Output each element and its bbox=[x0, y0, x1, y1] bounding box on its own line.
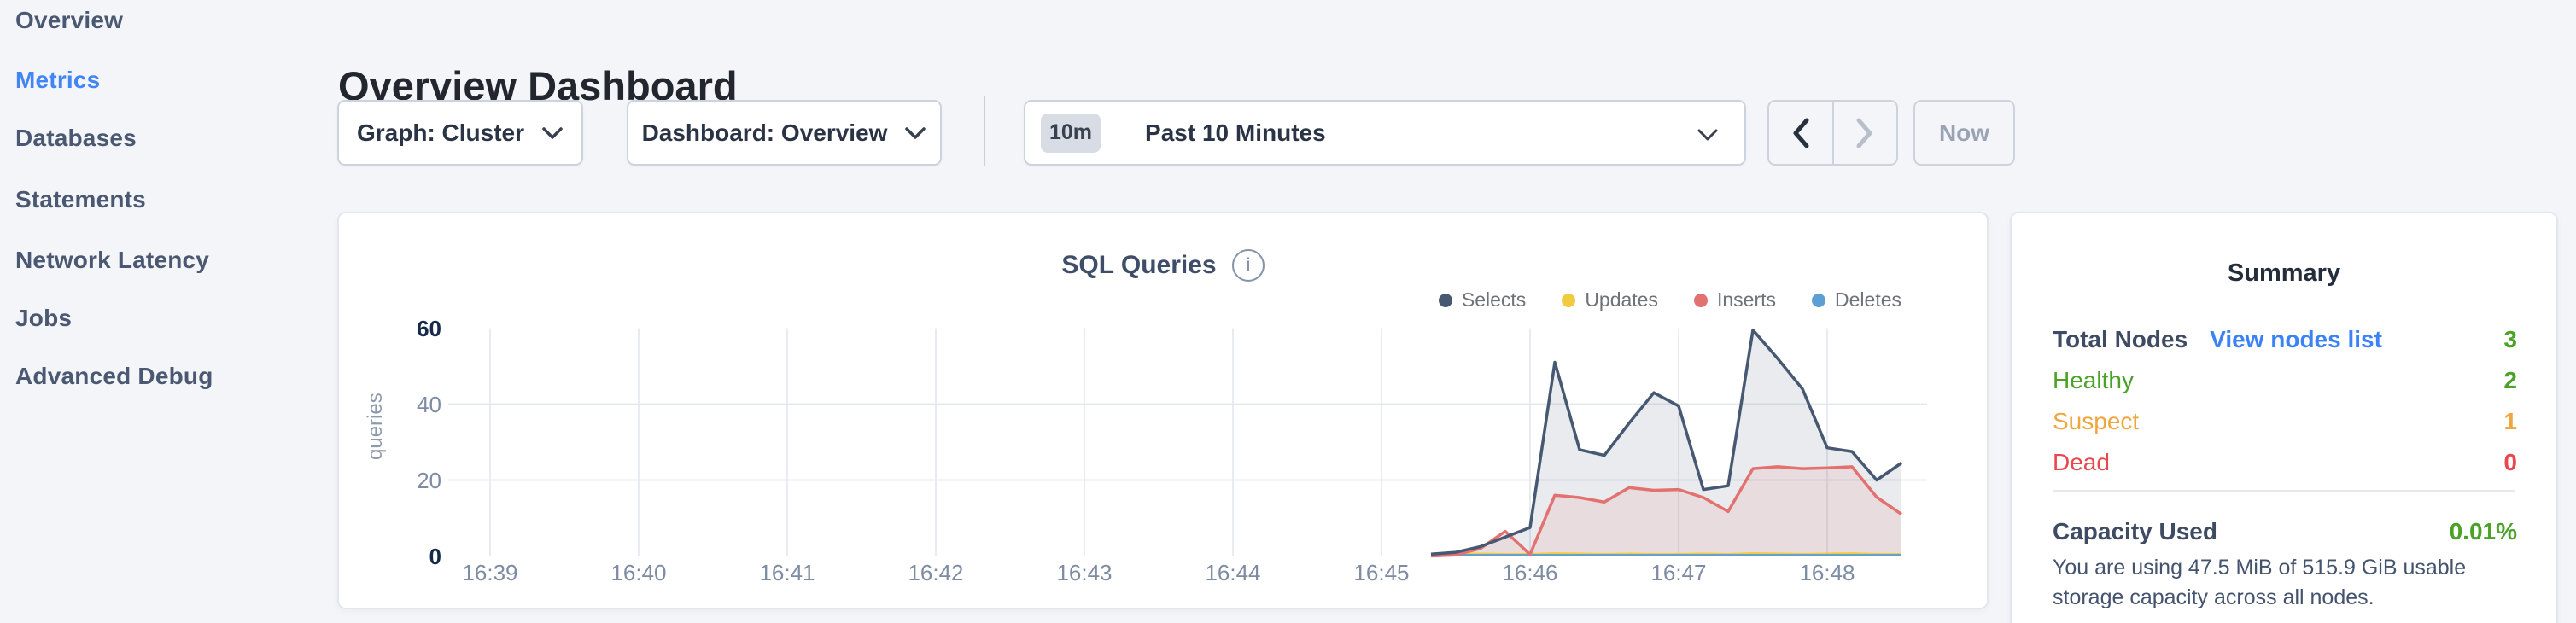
info-icon[interactable]: i bbox=[1231, 249, 1265, 282]
y-axis-tick: 40 bbox=[417, 391, 441, 417]
legend-label: Deletes bbox=[1835, 288, 1901, 311]
y-axis-tick: 60 bbox=[417, 315, 441, 341]
suspect-value: 1 bbox=[2503, 408, 2517, 434]
x-axis-tick: 16:47 bbox=[1650, 560, 1707, 585]
time-range-label: Past 10 Minutes bbox=[1145, 119, 1326, 146]
y-axis-tick: 0 bbox=[429, 543, 441, 569]
time-range-selector[interactable]: 10m Past 10 Minutes bbox=[1024, 100, 1746, 166]
legend-dot-icon bbox=[1438, 293, 1452, 307]
view-nodes-list-link[interactable]: View nodes list bbox=[2210, 326, 2382, 352]
selects-area bbox=[1431, 329, 1901, 556]
node-status-rows: Total Nodes View nodes list 3 Healthy 2 … bbox=[2053, 319, 2517, 483]
dashboard-dropdown-label: Dashboard: Overview bbox=[641, 119, 888, 146]
summary-title: Summary bbox=[2227, 259, 2341, 287]
capacity-description: You are using 47.5 MiB of 515.9 GiB usab… bbox=[2053, 556, 2467, 609]
healthy-row: Healthy 2 bbox=[2053, 360, 2517, 401]
total-nodes-label: Total Nodes bbox=[2053, 326, 2188, 352]
summary-card: Summary Total Nodes View nodes list 3 He… bbox=[2010, 212, 2558, 623]
chart-title-row: SQL Queries i bbox=[339, 249, 1987, 282]
legend-label: Inserts bbox=[1716, 288, 1777, 311]
x-axis-tick: 16:44 bbox=[1205, 560, 1261, 585]
sidebar-item-overview[interactable]: Overview bbox=[15, 7, 124, 33]
sidebar-item-databases[interactable]: Databases bbox=[15, 125, 137, 151]
time-step-button-group bbox=[1767, 100, 1898, 166]
chevron-left-icon bbox=[1793, 118, 1809, 148]
total-nodes-value: 3 bbox=[2503, 326, 2517, 352]
dashboard-dropdown[interactable]: Dashboard: Overview bbox=[627, 100, 942, 166]
chart-title: SQL Queries bbox=[1061, 251, 1217, 279]
legend-item-inserts: Inserts bbox=[1693, 288, 1777, 312]
chevron-down-icon bbox=[905, 126, 926, 139]
chevron-down-icon bbox=[1697, 129, 1718, 141]
time-range-badge: 10m bbox=[1041, 113, 1101, 153]
x-axis-tick: 16:40 bbox=[610, 560, 667, 585]
sidebar-item-statements[interactable]: Statements bbox=[15, 186, 146, 213]
suspect-row: Suspect 1 bbox=[2053, 401, 2517, 442]
legend-item-deletes: Deletes bbox=[1812, 288, 1901, 312]
sidebar-item-jobs[interactable]: Jobs bbox=[15, 305, 73, 331]
legend-dot-icon bbox=[1693, 293, 1708, 307]
capacity-used-value: 0.01% bbox=[2449, 518, 2517, 544]
total-nodes-row: Total Nodes View nodes list 3 bbox=[2053, 319, 2517, 360]
y-axis-label: queries bbox=[364, 393, 387, 460]
sql-queries-card: SQL Queries i Selects Updates Inserts Delet… bbox=[337, 212, 1989, 609]
sidebar-item-advanced-debug[interactable]: Advanced Debug bbox=[15, 363, 213, 389]
now-button[interactable]: Now bbox=[1913, 100, 2015, 166]
sidebar-item-metrics[interactable]: Metrics bbox=[15, 67, 101, 93]
chevron-down-icon bbox=[542, 126, 563, 139]
chevron-right-icon bbox=[1856, 118, 1872, 148]
graph-dropdown[interactable]: Graph: Cluster bbox=[337, 100, 583, 166]
x-axis-tick: 16:43 bbox=[1056, 560, 1113, 585]
sql-queries-chart[interactable] bbox=[339, 213, 1990, 611]
dead-label: Dead bbox=[2053, 449, 2110, 475]
sidebar-item-network-latency[interactable]: Network Latency bbox=[15, 247, 210, 273]
suspect-label: Suspect bbox=[2053, 408, 2140, 434]
legend-dot-icon bbox=[1562, 293, 1576, 307]
capacity-row: Capacity Used 0.01% bbox=[2053, 512, 2517, 551]
time-back-button[interactable] bbox=[1769, 102, 1832, 164]
graph-dropdown-label: Graph: Cluster bbox=[356, 119, 525, 146]
x-axis-tick: 16:48 bbox=[1799, 560, 1855, 585]
legend-item-selects: Selects bbox=[1438, 288, 1527, 312]
x-axis-tick: 16:46 bbox=[1502, 560, 1558, 585]
y-axis-tick: 20 bbox=[417, 467, 441, 493]
x-axis-tick: 16:41 bbox=[759, 560, 815, 585]
chart-legend: Selects Updates Inserts Deletes bbox=[1438, 288, 1901, 312]
inserts-area bbox=[1431, 466, 1901, 556]
toolbar-divider bbox=[984, 96, 985, 166]
legend-item-updates: Updates bbox=[1562, 288, 1658, 312]
healthy-value: 2 bbox=[2503, 367, 2517, 393]
selects-line bbox=[1430, 328, 1902, 556]
x-axis-tick: 16:45 bbox=[1353, 560, 1410, 585]
capacity-used-label: Capacity Used bbox=[2053, 518, 2217, 544]
legend-dot-icon bbox=[1812, 293, 1826, 307]
x-axis-tick: 16:39 bbox=[462, 560, 518, 585]
x-axis-tick: 16:42 bbox=[908, 560, 964, 585]
legend-label: Updates bbox=[1585, 288, 1658, 311]
time-forward-button[interactable] bbox=[1831, 102, 1897, 164]
healthy-label: Healthy bbox=[2053, 367, 2134, 393]
legend-label: Selects bbox=[1461, 288, 1527, 311]
summary-divider bbox=[2053, 490, 2515, 492]
dead-row: Dead 0 bbox=[2053, 442, 2517, 483]
dead-value: 0 bbox=[2503, 449, 2517, 475]
